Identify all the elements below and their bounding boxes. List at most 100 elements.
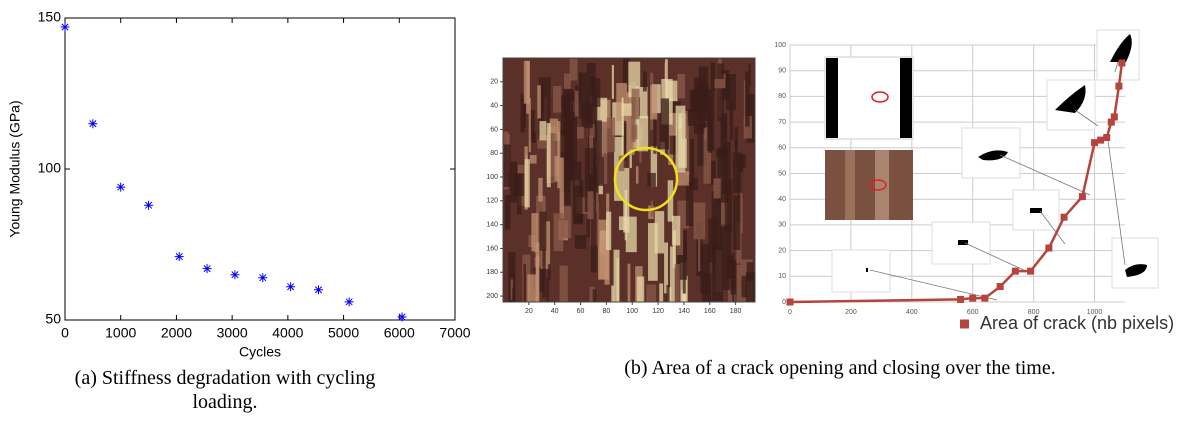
- texture: [537, 139, 547, 148]
- texture: [726, 74, 736, 110]
- y-tick-label: 70: [778, 119, 786, 126]
- data-point: [258, 273, 267, 282]
- x-tick-label: 7000: [439, 325, 470, 341]
- y-tick-label: 60: [490, 126, 498, 133]
- texture: [698, 239, 700, 272]
- y-tick-label: 40: [490, 102, 498, 109]
- texture: [670, 246, 675, 302]
- texture: [607, 118, 615, 153]
- texture: [563, 89, 573, 118]
- texture: [531, 213, 538, 251]
- texture: [537, 85, 541, 118]
- texture: [714, 178, 721, 198]
- texture: [735, 127, 739, 147]
- texture: [542, 249, 545, 297]
- y-tick-label: 20: [778, 247, 786, 254]
- texture: [678, 171, 689, 185]
- texture: [692, 90, 700, 114]
- x-tick-label: 60: [577, 308, 585, 315]
- y-tick-label: 90: [778, 68, 786, 75]
- texture: [637, 116, 648, 151]
- texture: [514, 173, 524, 195]
- y-tick-label: 180: [486, 269, 498, 276]
- texture: [565, 177, 571, 205]
- y-tick-label: 10: [778, 273, 786, 280]
- texture: [708, 98, 712, 153]
- texture: [614, 250, 620, 302]
- data-point: [957, 296, 964, 303]
- texture: [505, 195, 511, 229]
- data-point: [997, 283, 1004, 290]
- micrograph: [503, 58, 755, 302]
- data-point: [1118, 59, 1125, 66]
- data-point: [286, 282, 295, 291]
- texture: [577, 127, 584, 139]
- texture: [511, 271, 515, 279]
- x-tick-label: 100: [626, 308, 638, 315]
- texture: [548, 264, 551, 280]
- texture: [665, 59, 668, 102]
- data-point: [1061, 214, 1068, 221]
- y-tick-label: 80: [490, 150, 498, 157]
- texture: [676, 106, 686, 173]
- x-tick-label: 40: [551, 308, 559, 315]
- texture: [704, 128, 707, 140]
- x-tick-label: 20: [525, 308, 533, 315]
- data-point: [314, 285, 323, 294]
- texture: [622, 103, 632, 115]
- texture: [592, 78, 600, 107]
- texture: [525, 159, 530, 207]
- texture: [530, 155, 537, 164]
- caption-b: (b) Area of a crack opening and closing …: [520, 356, 1160, 380]
- caption-a: (a) Stiffness degradation with cycling l…: [40, 366, 410, 414]
- texture: [555, 156, 559, 182]
- texture: [636, 166, 639, 183]
- texture: [632, 89, 640, 120]
- data-point: [398, 312, 407, 321]
- texture: [524, 61, 530, 104]
- texture: [595, 157, 604, 186]
- data-point: [1012, 268, 1019, 275]
- texture: [647, 173, 656, 187]
- texture: [575, 235, 587, 249]
- data-point: [230, 270, 239, 279]
- data-point: [1079, 193, 1086, 200]
- y-tick-label: 30: [778, 222, 786, 229]
- x-tick-label: 400: [906, 309, 918, 316]
- texture: [733, 196, 740, 250]
- texture: [612, 65, 614, 99]
- texture: [674, 264, 680, 302]
- texture: [745, 72, 750, 127]
- x-tick-label: 4000: [272, 325, 303, 341]
- texture: [539, 121, 546, 140]
- data-point: [203, 264, 212, 273]
- texture: [532, 131, 536, 143]
- x-tick-label: 140: [678, 308, 690, 315]
- texture: [547, 123, 551, 187]
- texture: [554, 213, 564, 251]
- texture: [591, 212, 597, 272]
- x-tick-label: 0: [788, 309, 792, 316]
- texture: [712, 247, 723, 301]
- y-tick-label: 120: [486, 198, 498, 205]
- texture: [574, 185, 582, 222]
- data-point: [1045, 245, 1052, 252]
- legend-label: Area of crack (nb pixels): [980, 313, 1174, 333]
- texture: [575, 91, 579, 117]
- texture: [546, 278, 549, 302]
- texture: [538, 178, 542, 202]
- x-tick-label: 5000: [328, 325, 359, 341]
- y-tick-label: 150: [38, 9, 62, 25]
- data-point: [88, 119, 97, 128]
- texture: [504, 144, 511, 187]
- x-tick-label: 0: [61, 325, 69, 341]
- y-tick-label: 160: [486, 245, 498, 252]
- legend-marker: [960, 320, 969, 329]
- texture: [570, 59, 578, 81]
- data-point: [1091, 139, 1098, 146]
- texture: [553, 86, 561, 113]
- data-point: [61, 23, 70, 32]
- texture: [699, 66, 708, 112]
- y-tick-label: 80: [778, 93, 786, 100]
- texture: [595, 120, 602, 157]
